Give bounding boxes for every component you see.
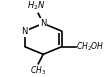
Text: $CH_2OH$: $CH_2OH$ <box>76 40 104 53</box>
Text: $CH_3$: $CH_3$ <box>30 65 46 77</box>
Text: N: N <box>21 27 28 36</box>
Text: $H_2N$: $H_2N$ <box>27 0 45 12</box>
Text: N: N <box>40 19 46 28</box>
